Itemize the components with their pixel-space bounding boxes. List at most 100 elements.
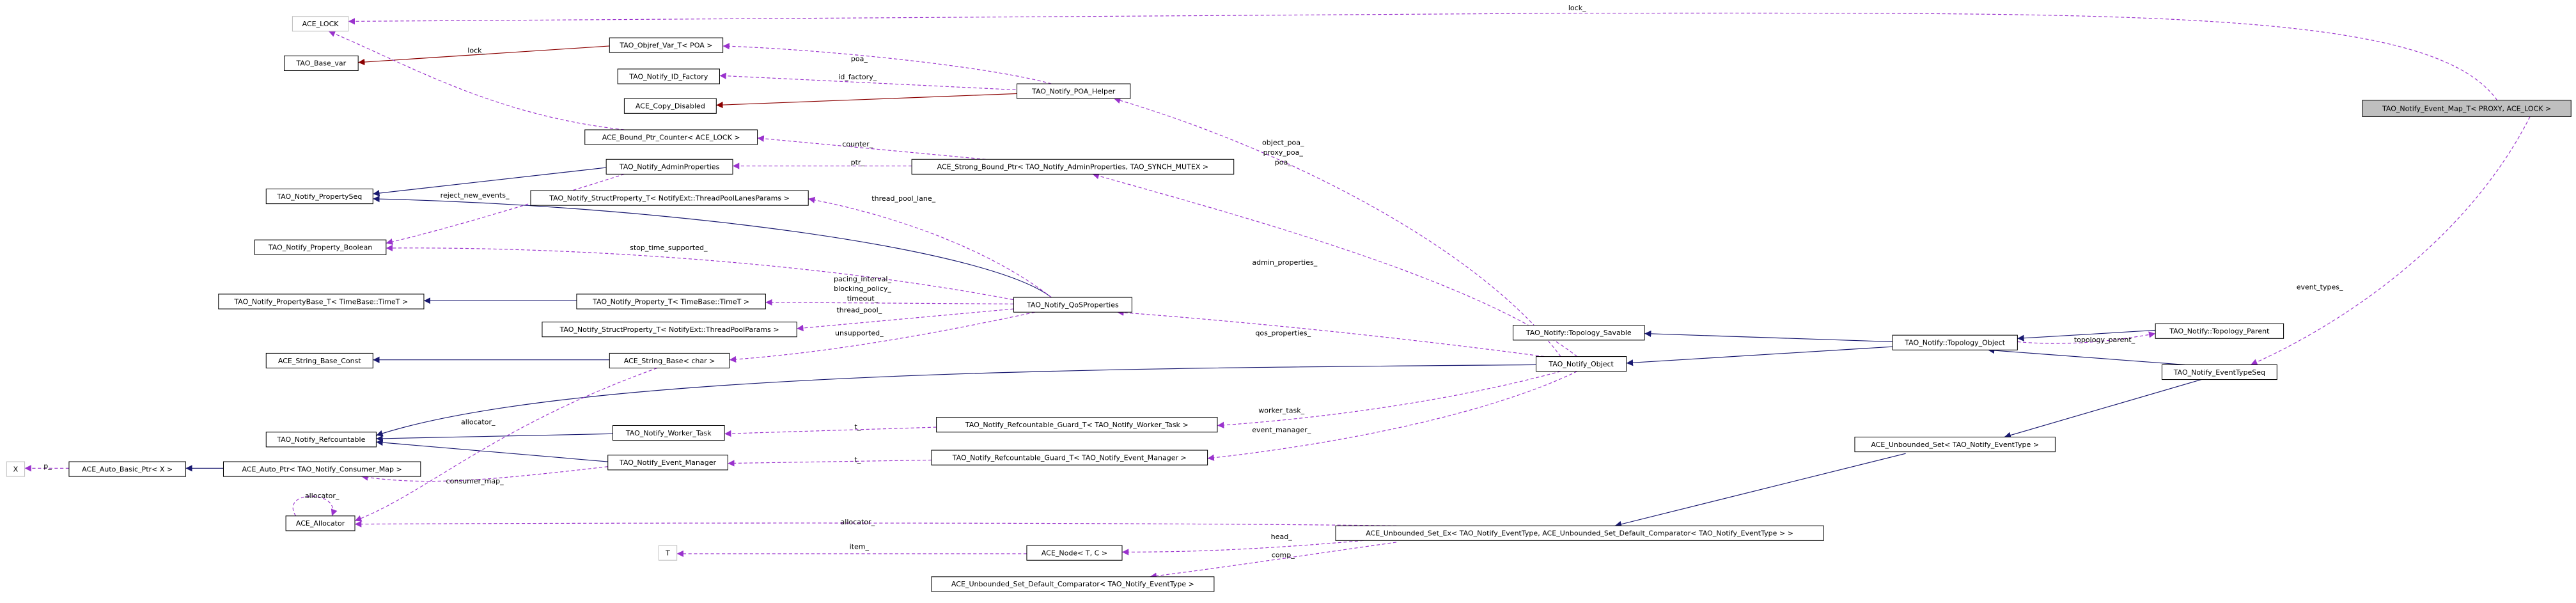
class-node	[1892, 334, 2018, 350]
edge	[386, 173, 625, 246]
class-name: ACE_Auto_Basic_Ptr< X >	[82, 465, 173, 473]
class-name: TAO_Notify_Refcountable_Guard_T< TAO_Not…	[965, 421, 1189, 429]
class-name: ACE_Strong_Bound_Ptr< TAO_Notify_AdminPr…	[937, 163, 1209, 171]
edge	[1207, 371, 1577, 461]
edge	[373, 167, 607, 197]
class-name: ACE_Unbounded_Set< TAO_Notify_EventType …	[1871, 441, 2039, 449]
class-node	[265, 352, 373, 369]
class-name: TAO_Notify_Worker_Task	[625, 429, 712, 437]
class-name: TAO_Notify_Object	[1548, 360, 1614, 368]
edge	[765, 299, 1014, 306]
class-node	[1854, 436, 2056, 453]
edge-label: poa_	[1275, 158, 1292, 166]
edge-label: lock_	[1568, 4, 1586, 12]
edge	[797, 308, 1014, 332]
edge-label: thread_pool_lane_	[871, 194, 935, 203]
class-node	[1335, 525, 1824, 541]
edge	[2004, 379, 2202, 439]
class-name: TAO_Notify::Topology_Object	[1904, 339, 2005, 347]
class-node	[265, 188, 373, 205]
edge	[1644, 330, 1893, 343]
edge	[386, 244, 1019, 301]
edge	[716, 93, 1017, 109]
edge-label: p_	[43, 462, 52, 471]
edge	[376, 439, 608, 462]
edge-label: worker_task_	[1258, 406, 1304, 414]
class-name: ACE_String_Base_Const	[278, 357, 362, 365]
edge-label: stop_time_supported_	[630, 244, 708, 252]
class-name: TAO_Notify_PropertyBase_T< TimeBase::Tim…	[233, 297, 408, 306]
edge	[719, 72, 1027, 91]
edge-label: t_	[854, 455, 861, 464]
class-name: TAO_Notify_AdminProperties	[619, 163, 720, 171]
edge-labels: lock_ lock_ poa_ id_factory_ object_poa_prox…	[43, 4, 2343, 560]
class-name: TAO_Notify_Event_Manager	[619, 458, 716, 467]
class-name: ACE_Node< T, C >	[1042, 549, 1107, 557]
class-name: TAO_Notify_StructProperty_T< NotifyExt::…	[549, 194, 790, 202]
class-node	[542, 322, 797, 338]
class-name: ACE_Unbounded_Set_Default_Comparator< TA…	[951, 580, 1194, 588]
class-name: TAO_Notify::Topology_Savable	[1526, 329, 1632, 337]
class-name: TAO_Notify_PropertySeq	[276, 192, 362, 201]
class-name: ACE_Allocator	[296, 519, 345, 528]
edge-label: unsupported_	[835, 329, 884, 338]
class-node	[605, 159, 733, 175]
class-node	[936, 417, 1218, 433]
edge	[722, 43, 1052, 84]
edge-label: allocator_	[840, 518, 875, 526]
edge-label: qos_properties_	[1255, 329, 1311, 338]
class-node	[576, 294, 766, 309]
class-node	[1535, 356, 1627, 372]
edge	[2250, 116, 2531, 365]
edge	[1626, 346, 1893, 366]
class-name: TAO_Notify_StructProperty_T< NotifyExt::…	[559, 325, 779, 334]
class-name: TAO_Notify_Property_Boolean	[268, 243, 372, 251]
edge	[2017, 331, 2156, 344]
edge-label: allocator_	[305, 492, 340, 500]
class-node	[1026, 545, 1123, 561]
class-name: TAO_Notify_POA_Helper	[1031, 87, 1116, 95]
class-node	[1013, 297, 1132, 313]
edge-label: timeout_	[847, 295, 878, 303]
edge	[2017, 329, 2156, 341]
class-node	[609, 352, 730, 369]
class-name: ACE_Copy_Disabled	[636, 102, 705, 111]
class-name: TAO_Objref_Var_T< POA >	[619, 41, 712, 49]
edge	[376, 433, 613, 442]
edge	[757, 135, 986, 160]
class-name: TAO_Notify_Event_Map_T< PROXY, ACE_LOCK …	[2382, 104, 2551, 113]
edge-label: lock_	[467, 47, 485, 55]
class-name: TAO_Notify_Refcountable	[276, 435, 365, 444]
edge-label: pacing_interval_	[834, 275, 891, 283]
class-name: T	[665, 549, 670, 557]
edge	[728, 459, 932, 467]
edge	[328, 31, 625, 130]
class-name: TAO_Notify_Property_T< TimeBase::TimeT >	[592, 297, 749, 306]
class-name: TAO_Notify::Topology_Parent	[2169, 327, 2270, 336]
nodes: ACE_LOCK TAO_Objref_Var_T< POA > TAO_Base_…	[6, 16, 2572, 592]
class-node	[1513, 325, 1645, 341]
class-name: ACE_Auto_Ptr< TAO_Notify_Consumer_Map >	[242, 465, 402, 473]
class-name: TAO_Notify_EventTypeSeq	[2173, 368, 2265, 377]
class-node	[658, 545, 678, 561]
edge	[355, 521, 1397, 528]
class-node	[612, 425, 725, 441]
edge	[1988, 347, 2185, 366]
edge	[1117, 309, 1545, 357]
edge	[724, 427, 937, 437]
edge-label: admin_properties_	[1252, 258, 1317, 267]
class-name: TAO_Notify_QoSProperties	[1026, 301, 1119, 309]
edge-label: consumer_map_	[446, 477, 504, 485]
class-name: TAO_Notify_ID_Factory	[628, 72, 708, 81]
edge-label: comp_	[1272, 551, 1295, 559]
class-node	[222, 461, 421, 477]
edge	[354, 368, 658, 522]
edge-label: object_poa_	[1262, 139, 1304, 147]
edge	[348, 12, 2498, 101]
class-node	[2161, 364, 2277, 380]
edge-label: allocator_	[461, 418, 496, 426]
edge-label: head_	[1271, 533, 1293, 541]
class-name: ACE_Bound_Ptr_Counter< ACE_LOCK >	[602, 133, 740, 141]
